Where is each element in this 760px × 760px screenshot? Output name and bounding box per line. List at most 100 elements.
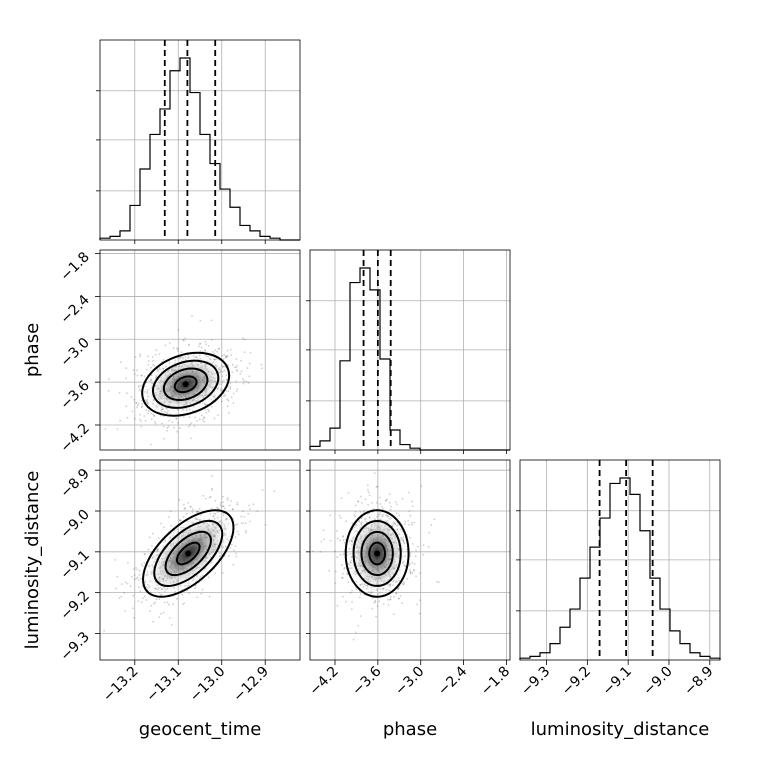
scatter-point <box>175 417 178 420</box>
scatter-point <box>233 366 236 368</box>
scatter-point <box>231 371 234 374</box>
y-axis-label-phase: phase <box>22 323 43 377</box>
scatter-point <box>371 607 374 610</box>
scatter-point <box>207 408 210 411</box>
scatter-point <box>354 504 357 507</box>
xtick-label-phase-3: −2.4 <box>435 663 470 698</box>
scatter-point <box>152 359 155 362</box>
scatter-point <box>210 319 213 322</box>
scatter-point <box>236 503 239 506</box>
scatter-point <box>378 600 380 603</box>
scatter-point <box>153 602 155 605</box>
scatter-point <box>172 347 175 350</box>
scatter-point <box>133 616 136 619</box>
scatter-point <box>395 592 398 595</box>
scatter-point <box>145 599 148 601</box>
scatter-point <box>323 538 325 541</box>
scatter-point <box>126 582 129 585</box>
scatter-point <box>238 533 240 536</box>
ytick-label-luminosity-distance-0: −9.3 <box>57 629 92 664</box>
scatter-point <box>311 550 314 553</box>
scatter-point <box>195 510 198 513</box>
scatter-point <box>214 499 217 502</box>
scatter-point <box>168 617 171 619</box>
scatter-point <box>200 346 203 349</box>
x-axis-label-luminosity-distance: luminosity_distance <box>531 719 710 740</box>
xtick-label-phase-2: −3.0 <box>392 664 427 699</box>
scatter-point <box>319 550 322 553</box>
scatter-point <box>339 517 342 519</box>
scatter-point <box>136 369 138 372</box>
scatter-point <box>379 503 382 505</box>
scatter-point <box>158 353 161 355</box>
scatter-point <box>353 514 356 516</box>
scatter-point <box>204 497 207 500</box>
scatter-point <box>177 421 179 424</box>
scatter-point <box>341 564 343 566</box>
scatter-point <box>134 417 136 420</box>
scatter-point <box>140 601 143 603</box>
scatter-point <box>193 425 196 428</box>
scatter-point <box>137 386 140 388</box>
scatter-point <box>202 494 205 497</box>
scatter-point <box>367 491 370 494</box>
scatter-point <box>170 524 173 527</box>
panels-layer: −13.2 −13.1 −13.0 −12.9 −4.2 −3.6 −3.0 −2.4 −1.8… <box>57 39 721 706</box>
ytick-label-luminosity-distance-2: −9.1 <box>57 547 92 582</box>
scatter-point <box>368 494 371 496</box>
scatter-point <box>136 568 139 571</box>
scatter-point <box>336 604 339 607</box>
xtick-label-luminosity-distance-4: −8.9 <box>681 664 716 699</box>
scatter-point <box>231 508 234 511</box>
ytick-label-phase-4: −1.8 <box>57 249 92 284</box>
scatter-point <box>192 508 194 511</box>
scatter-point <box>130 576 133 578</box>
scatter-point <box>137 402 140 405</box>
xtick-label-phase-1: −3.6 <box>349 663 384 698</box>
xtick-label-geocent-time-2: −13.0 <box>187 664 229 706</box>
scatter-point <box>359 615 362 617</box>
contour-1-3 <box>142 509 235 598</box>
scatter-point <box>194 416 197 419</box>
scatter-point <box>127 562 129 564</box>
scatter-point <box>143 595 146 598</box>
scatter-point <box>389 508 392 511</box>
scatter-point <box>422 544 425 546</box>
scatter-point <box>357 625 360 627</box>
scatter-point <box>199 319 202 322</box>
xtick-label-luminosity-distance-2: −9.1 <box>600 664 635 699</box>
scatter-point <box>200 414 203 417</box>
scatter-point <box>232 392 235 395</box>
scatter-point <box>243 338 246 341</box>
scatter-point <box>413 521 416 524</box>
scatter-point <box>359 593 362 595</box>
scatter-point <box>408 510 411 512</box>
scatter-point <box>154 601 157 604</box>
scatter-point <box>181 603 184 606</box>
scatter-point <box>140 374 143 377</box>
scatter-point <box>438 581 440 584</box>
scatter-point <box>178 519 181 522</box>
scatter-point <box>222 505 225 508</box>
xtick-label-phase-4: −1.8 <box>478 664 513 699</box>
scatter-point <box>396 503 398 506</box>
scatter-point <box>116 428 119 430</box>
scatter-point <box>329 539 332 542</box>
scatter-point <box>183 602 186 604</box>
scatter-point <box>334 550 336 553</box>
scatter-point <box>189 423 191 426</box>
scatter-point <box>118 597 121 600</box>
scatter-point <box>138 573 141 576</box>
scatter-point <box>336 537 339 540</box>
scatter-point <box>410 521 413 524</box>
scatter-point <box>249 508 251 511</box>
scatter-point <box>221 354 224 357</box>
scatter-point <box>164 344 167 347</box>
scatter-point <box>422 553 425 556</box>
scatter-point <box>199 342 202 345</box>
scatter-point <box>223 354 226 356</box>
scatter-point <box>357 500 360 503</box>
scatter-point <box>190 422 192 424</box>
scatter-point <box>411 505 414 508</box>
